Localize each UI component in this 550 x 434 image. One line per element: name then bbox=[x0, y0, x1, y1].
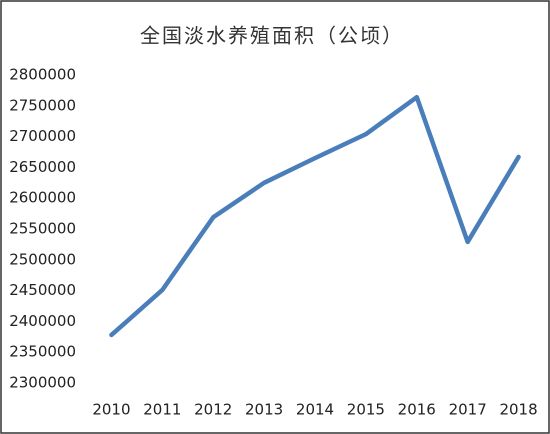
x-tick-label: 2016 bbox=[398, 401, 436, 419]
x-tick-label: 2015 bbox=[347, 401, 385, 419]
x-tick-label: 2012 bbox=[194, 401, 232, 419]
y-tick-label: 2500000 bbox=[9, 250, 76, 268]
y-tick-label: 2300000 bbox=[9, 374, 76, 392]
x-tick-label: 2013 bbox=[245, 401, 283, 419]
y-tick-label: 2800000 bbox=[9, 66, 76, 84]
y-tick-label: 2400000 bbox=[9, 312, 76, 330]
y-tick-label: 2350000 bbox=[9, 343, 76, 361]
chart-title: 全国淡水养殖面积（公顷） bbox=[140, 24, 404, 48]
x-tick-label: 2017 bbox=[449, 401, 487, 419]
x-tick-label: 2014 bbox=[296, 401, 334, 419]
x-tick-label: 2011 bbox=[143, 401, 181, 419]
x-tick-label: 2010 bbox=[92, 401, 130, 419]
y-tick-label: 2550000 bbox=[9, 220, 76, 238]
y-tick-label: 2750000 bbox=[9, 96, 76, 114]
line bbox=[109, 94, 521, 338]
y-tick-label: 2700000 bbox=[9, 127, 76, 145]
y-tick-label: 2450000 bbox=[9, 281, 76, 299]
y-tick-label: 2600000 bbox=[9, 189, 76, 207]
y-tick-label: 2650000 bbox=[9, 158, 76, 176]
x-tick-label: 2018 bbox=[499, 401, 537, 419]
